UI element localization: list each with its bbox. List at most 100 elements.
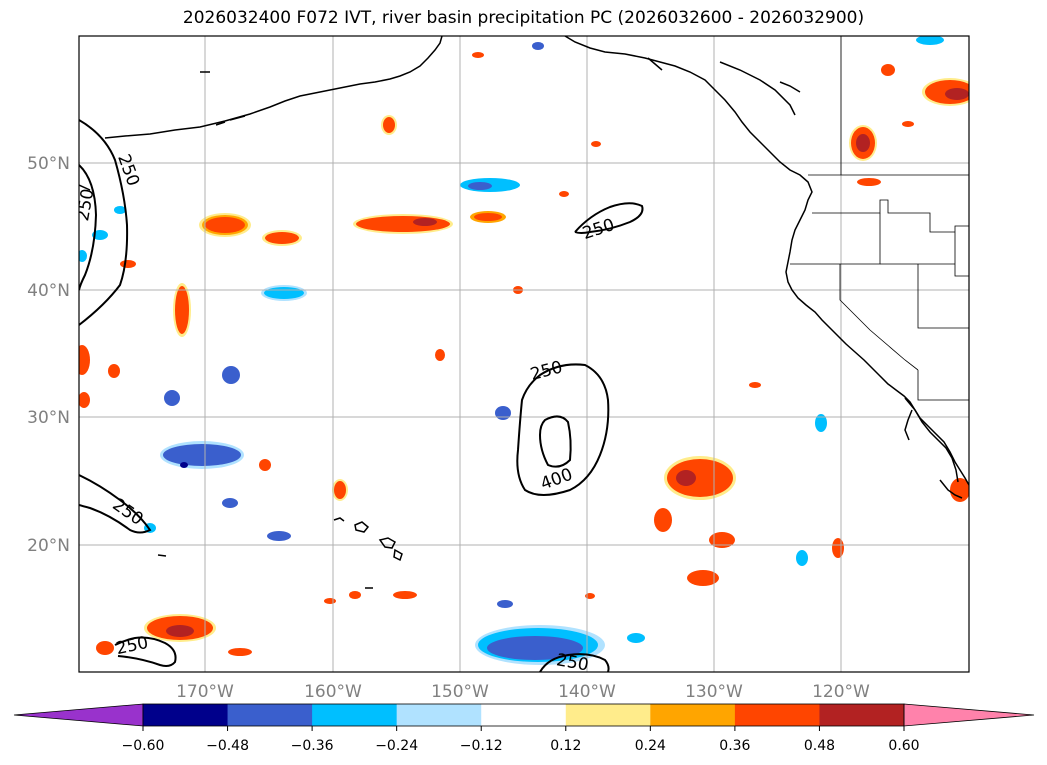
blob-neg-18 — [916, 36, 944, 45]
blob-pos-1 — [199, 213, 251, 237]
contour-250-south-1 — [114, 636, 177, 667]
blob-pos-25 — [849, 125, 877, 161]
colorbar-under-arrow — [13, 703, 144, 727]
coastlines — [79, 36, 969, 589]
blob-pos-19 — [144, 614, 216, 642]
blob-neg-1 — [460, 178, 520, 192]
lat-label: 20°N — [27, 536, 70, 556]
blob-pos-31 — [559, 191, 569, 197]
lon-label: 120°W — [812, 682, 870, 702]
colorbar-bin — [565, 704, 651, 726]
contour-250-west — [79, 119, 129, 326]
colorbar-over-arrow — [903, 703, 1035, 727]
blob-pos-13 — [332, 479, 348, 501]
map-frame — [78, 35, 970, 673]
blob-pos-4 — [470, 211, 506, 223]
blob-neg-7 — [267, 531, 291, 541]
blob-pos-30 — [591, 141, 601, 147]
colorbar-tick-label: −0.48 — [206, 738, 249, 754]
blob-neg-11 — [627, 633, 645, 643]
blob-neg-3 — [160, 441, 244, 469]
lon-label: 140°W — [558, 682, 616, 702]
blob-neg-14 — [92, 230, 108, 240]
colorbar-tick-label: 0.48 — [804, 738, 835, 754]
contour-250-north-east — [574, 202, 644, 234]
precip-positive-anomalies — [79, 52, 969, 656]
blob-neg-9 — [475, 625, 605, 665]
blob-neg-13 — [815, 414, 827, 432]
blob-pos-9 — [381, 115, 397, 135]
colorbar-bin — [734, 704, 820, 726]
colorbar: −0.60 −0.48 −0.36 −0.24 −0.12 0.12 0.24 0.36 0.4… — [13, 703, 1035, 754]
lon-label: 150°W — [431, 682, 489, 702]
latitude-labels: 50°N 40°N 30°N 20°N — [27, 154, 70, 556]
blob-pos-26 — [922, 78, 969, 106]
contour-250-south-2 — [539, 653, 610, 672]
colorbar-bin — [312, 704, 398, 726]
lon-label: 130°W — [685, 682, 743, 702]
longitude-labels: 170°W 160°W 150°W 140°W 130°W 120°W — [176, 682, 870, 702]
blob-pos-6 — [79, 345, 90, 375]
contour-250-center — [516, 363, 610, 496]
precip-negative-anomalies — [79, 36, 944, 665]
contour-250-southwest — [79, 474, 152, 534]
blob-pos-32 — [472, 52, 484, 58]
colorbar-tick-label: −0.36 — [291, 738, 334, 754]
blob-pos-11 — [120, 260, 136, 268]
colorbar-tick-label: −0.60 — [122, 738, 165, 754]
colorbar-bin — [650, 704, 736, 726]
map-area — [79, 36, 969, 672]
blob-neg-4 — [222, 366, 240, 384]
lat-label: 40°N — [27, 281, 70, 301]
blob-neg-8 — [495, 406, 511, 420]
blob-neg-16 — [79, 250, 87, 262]
colorbar-tick-label: 0.24 — [635, 738, 666, 754]
blob-pos-14 — [664, 456, 736, 500]
political-borders — [790, 36, 969, 401]
colorbar-tick-label: 0.36 — [719, 738, 750, 754]
blob-pos-24 — [324, 598, 336, 604]
colorbar-bin — [819, 704, 905, 726]
lat-label: 50°N — [27, 154, 70, 174]
blob-pos-22 — [393, 591, 417, 599]
blob-neg-6 — [222, 498, 238, 508]
blob-neg-12 — [796, 550, 808, 566]
colorbar-bin — [396, 704, 482, 726]
colorbar-bins — [143, 704, 905, 726]
blob-pos-5 — [173, 283, 191, 337]
map-title: 2026032400 F072 IVT, river basin precipi… — [182, 8, 865, 28]
blob-pos-17 — [687, 570, 719, 586]
colorbar-ticks: −0.60 −0.48 −0.36 −0.24 −0.12 0.12 0.24 0.36 0.4… — [122, 726, 920, 754]
blob-pos-28 — [857, 178, 881, 186]
blob-pos-12 — [259, 459, 271, 471]
lat-label: 30°N — [27, 408, 70, 428]
colorbar-tick-label: 0.60 — [888, 738, 919, 754]
blob-neg-17 — [532, 42, 544, 50]
blob-pos-16 — [709, 532, 735, 548]
blob-pos-3 — [353, 214, 453, 234]
blob-neg-15 — [114, 206, 126, 214]
colorbar-bin — [143, 704, 229, 726]
blob-pos-29 — [950, 478, 969, 502]
colorbar-tick-label: −0.24 — [375, 738, 418, 754]
blob-pos-2 — [262, 230, 302, 246]
colorbar-frame — [142, 703, 905, 727]
colorbar-bin — [481, 704, 567, 726]
contour-400-center — [538, 415, 572, 468]
blob-pos-8 — [79, 392, 90, 408]
blob-pos-23 — [349, 591, 361, 599]
blob-pos-7 — [108, 364, 120, 378]
blob-pos-10 — [435, 349, 445, 361]
contour-label: 250 — [555, 650, 590, 675]
colorbar-tick-label: 0.12 — [550, 738, 581, 754]
blob-pos-35 — [749, 382, 761, 388]
ivt-contours — [79, 119, 644, 672]
lon-label: 170°W — [176, 682, 234, 702]
contour-label: 250 — [73, 187, 98, 222]
blob-pos-15 — [654, 508, 672, 532]
contour-250-west-2 — [79, 164, 98, 291]
blob-neg-2 — [261, 285, 307, 301]
blob-neg-10 — [497, 600, 513, 608]
colorbar-bin — [227, 704, 313, 726]
